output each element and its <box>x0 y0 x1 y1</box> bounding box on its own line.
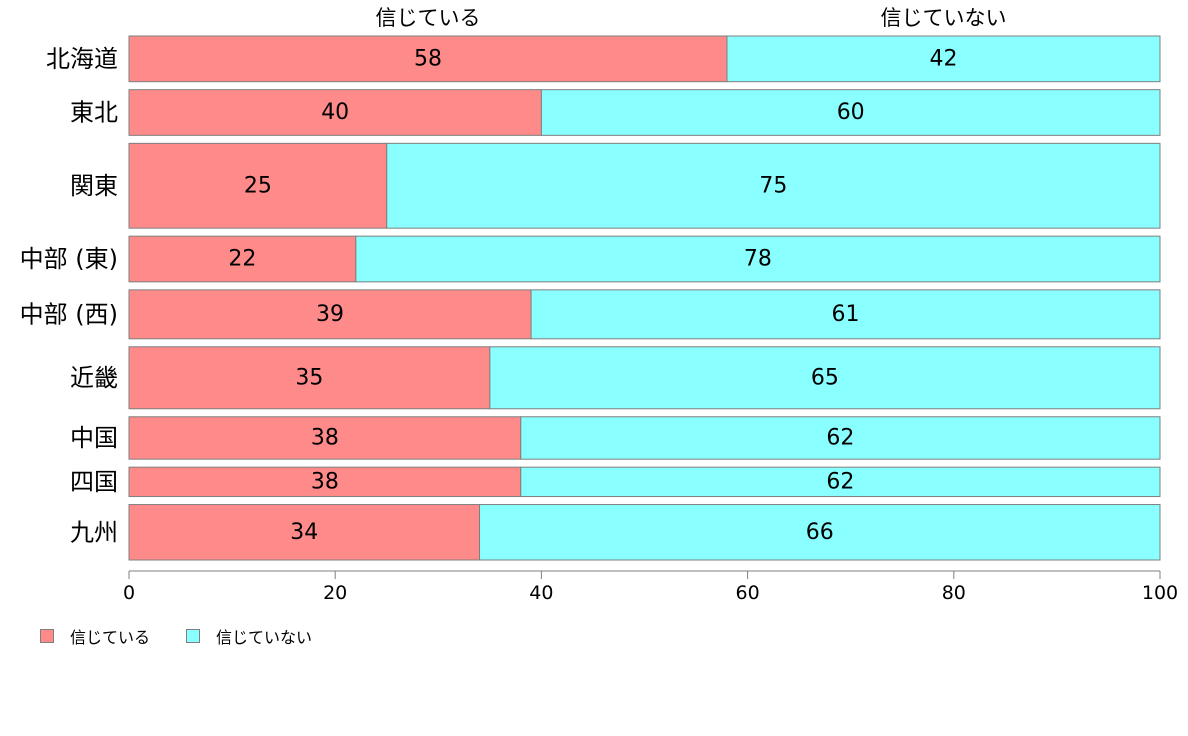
data-label-not-believe: 75 <box>759 173 787 198</box>
bar-row: 38 62 <box>128 466 1161 498</box>
bars: 58 42 40 60 25 75 22 78 39 61 35 65 38 62 38 62 34 66 <box>128 35 1161 561</box>
legend-item-believe: 信じている <box>40 624 150 648</box>
data-label-not-believe: 62 <box>826 425 854 450</box>
bar-not-believe <box>530 289 1161 340</box>
data-label-believe: 22 <box>228 247 256 272</box>
bar-row: 22 78 <box>128 235 1161 283</box>
legend: 信じている 信じていない <box>40 624 348 648</box>
bar-believe <box>128 466 522 498</box>
data-label-believe: 34 <box>290 520 318 545</box>
x-tick-label: 60 <box>736 582 760 604</box>
category-label: 近畿 <box>70 364 118 392</box>
category-label: 東北 <box>70 99 118 127</box>
bar-row: 39 61 <box>128 289 1161 340</box>
bar-believe <box>128 416 522 460</box>
category-label: 北海道 <box>46 45 118 73</box>
category-label: 中部 (西) <box>20 300 118 328</box>
data-label-believe: 40 <box>321 100 349 125</box>
x-tick-label: 80 <box>942 582 966 604</box>
x-axis: 0 20 40 60 80 100 <box>123 570 1178 604</box>
bar-row: 58 42 <box>128 35 1161 83</box>
legend-label-not-believe: 信じていない <box>216 628 313 647</box>
data-label-not-believe: 65 <box>811 365 839 390</box>
column-header-believe: 信じている <box>375 6 480 30</box>
category-label: 四国 <box>70 468 118 496</box>
bar-believe <box>128 346 491 410</box>
bar-not-believe <box>386 142 1161 229</box>
data-label-believe: 35 <box>295 365 323 390</box>
data-label-not-believe: 78 <box>744 247 772 272</box>
bar-not-believe <box>726 35 1161 83</box>
x-tick-label: 100 <box>1142 582 1178 604</box>
legend-swatch-not-believe <box>186 629 201 643</box>
x-tick-label: 0 <box>123 582 135 604</box>
bar-not-believe <box>479 504 1161 561</box>
column-header-not-believe: 信じていない <box>880 6 1006 30</box>
legend-item-not-believe: 信じていない <box>186 624 312 648</box>
bar-believe <box>128 504 481 561</box>
data-label-not-believe: 62 <box>826 469 854 494</box>
bar-not-believe <box>355 235 1161 283</box>
bar-not-believe <box>520 466 1161 498</box>
x-tick-label: 40 <box>529 582 553 604</box>
bar-row: 35 65 <box>128 346 1161 410</box>
bar-row: 38 62 <box>128 416 1161 460</box>
bar-row: 25 75 <box>128 142 1161 229</box>
bar-not-believe <box>489 346 1161 410</box>
legend-swatch-believe <box>40 629 54 643</box>
bar-not-believe <box>540 89 1161 136</box>
data-label-believe: 58 <box>414 46 442 71</box>
bar-believe <box>128 235 357 283</box>
data-label-believe: 39 <box>316 302 344 327</box>
category-label: 九州 <box>70 518 118 546</box>
bar-believe <box>128 89 542 136</box>
bar-row: 40 60 <box>128 89 1161 136</box>
category-label: 中国 <box>70 424 118 452</box>
data-label-not-believe: 61 <box>832 302 860 327</box>
category-label: 中部 (東) <box>20 245 118 273</box>
data-label-believe: 25 <box>244 173 272 198</box>
bar-believe <box>128 35 728 83</box>
data-label-not-believe: 42 <box>929 46 957 71</box>
data-label-believe: 38 <box>311 425 339 450</box>
data-label-believe: 38 <box>311 469 339 494</box>
data-label-not-believe: 66 <box>806 520 834 545</box>
data-label-not-believe: 60 <box>837 100 865 125</box>
bar-row: 34 66 <box>128 504 1161 561</box>
bar-not-believe <box>520 416 1161 460</box>
column-headers: 信じている 信じていない <box>375 6 1006 30</box>
x-tick-label: 20 <box>323 582 347 604</box>
category-label: 関東 <box>70 172 118 200</box>
legend-label-believe: 信じている <box>70 628 151 647</box>
